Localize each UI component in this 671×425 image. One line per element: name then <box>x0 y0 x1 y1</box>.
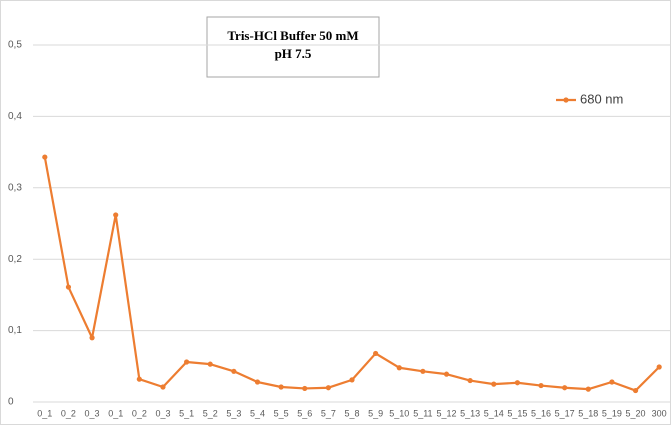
point <box>42 154 48 160</box>
x-tick-label: 5_19 <box>602 408 622 418</box>
point <box>89 335 95 341</box>
x-tick-label: 5_13 <box>460 408 480 418</box>
point <box>136 376 142 382</box>
point <box>443 371 450 377</box>
x-tick-label: 5_14 <box>484 408 504 418</box>
title-box <box>206 16 380 78</box>
point <box>278 384 284 390</box>
x-tick-label: 5_11 <box>413 408 432 418</box>
point <box>373 350 379 357</box>
point <box>420 368 426 374</box>
x-tick-label: 300 <box>652 408 667 418</box>
y-tick-label: 0,2 <box>8 254 22 265</box>
chart-subtitle: pH 7.5 <box>275 46 312 61</box>
y-tick-label: 0,3 <box>8 182 22 193</box>
y-tick-label: 0,4 <box>8 111 22 122</box>
x-tick-label: 5_9 <box>368 408 383 418</box>
legend-label: 680 nm <box>580 91 623 106</box>
point <box>349 377 355 383</box>
point <box>467 377 473 384</box>
point <box>585 386 591 392</box>
x-tick-label: 5_7 <box>321 408 336 418</box>
x-tick-label: 0_2 <box>61 408 76 418</box>
x-tick-label: 0_3 <box>85 408 100 418</box>
point <box>325 385 331 391</box>
point <box>160 384 166 390</box>
point <box>609 379 615 385</box>
x-tick-label: 5_5 <box>274 408 289 418</box>
chart-title: Tris-HCl Buffer 50 mM <box>227 28 358 43</box>
point <box>562 385 568 391</box>
point <box>254 379 261 385</box>
x-tick-label: 5_12 <box>437 408 457 418</box>
x-tick-label: 5_6 <box>297 408 312 418</box>
x-tick-label: 5_15 <box>507 408 527 418</box>
x-tick-label: 5_4 <box>250 408 265 418</box>
x-tick-label: 0_1 <box>108 408 123 418</box>
point <box>183 359 190 365</box>
point <box>65 284 72 290</box>
point <box>396 365 402 371</box>
y-tick-label: 0,5 <box>8 40 22 51</box>
x-tick-label: 5_8 <box>344 408 359 418</box>
point <box>538 382 544 389</box>
y-tick-label: 0,1 <box>8 325 22 336</box>
legend-marker <box>563 97 569 103</box>
x-tick-label: 0_1 <box>37 408 52 418</box>
point <box>491 381 497 387</box>
point <box>514 380 521 386</box>
x-tick-label: 5_16 <box>531 408 551 418</box>
x-tick-label: 5_10 <box>389 408 409 418</box>
x-tick-label: 0_2 <box>132 408 147 418</box>
x-tick-label: 5_20 <box>626 408 646 418</box>
x-tick-label: 5_17 <box>555 408 575 418</box>
x-tick-label: 5_3 <box>226 408 241 418</box>
point <box>113 212 119 218</box>
point <box>656 364 662 370</box>
x-tick-label: 5_18 <box>578 408 598 418</box>
point <box>302 385 308 392</box>
y-tick-label: 0 <box>8 397 14 408</box>
x-tick-label: 5_2 <box>203 408 218 418</box>
point <box>632 387 639 394</box>
point <box>231 368 237 374</box>
point <box>207 361 213 367</box>
x-tick-label: 0_3 <box>155 408 170 418</box>
x-tick-label: 5_1 <box>179 408 194 418</box>
